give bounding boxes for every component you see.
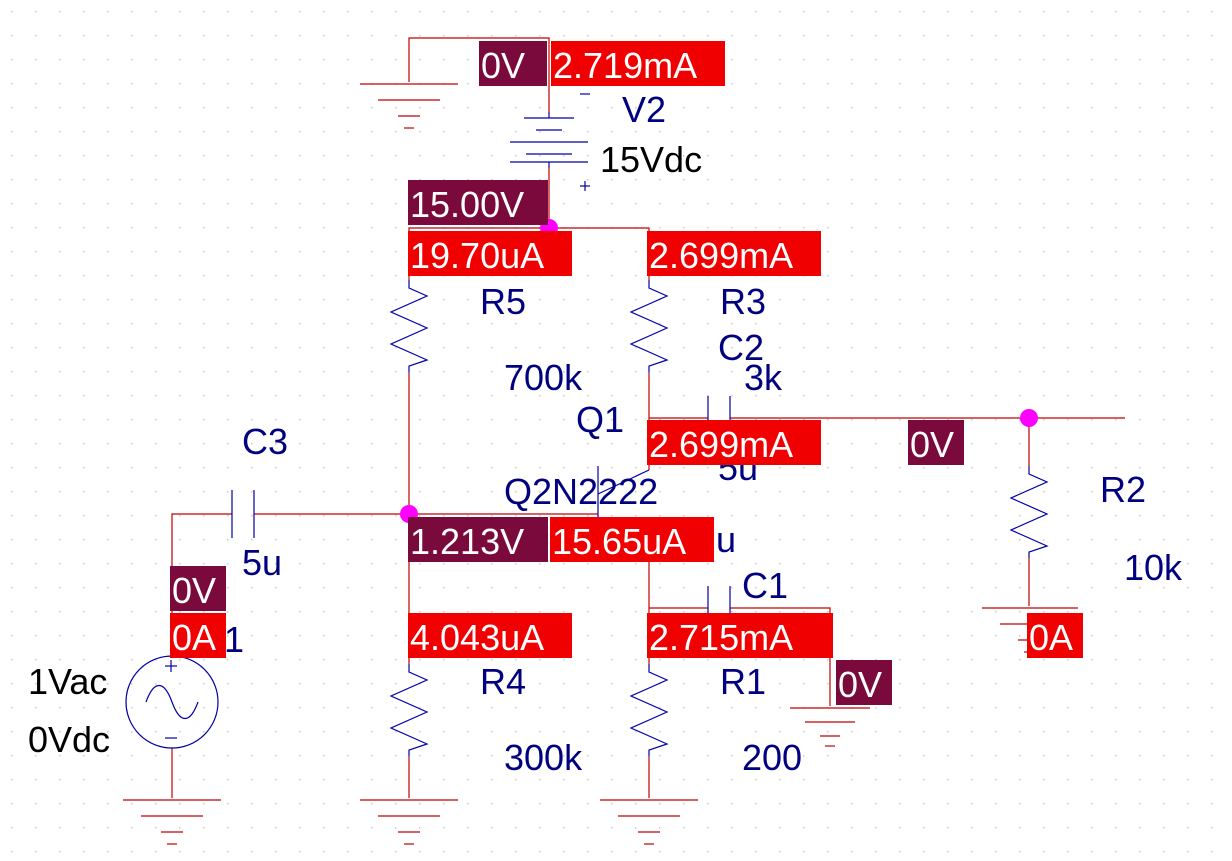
label-r4-value: 300k [504, 737, 583, 778]
label-v1-ac: 1Vac [28, 661, 107, 702]
label-v1-dc: 0Vdc [28, 719, 110, 760]
wire-c1-ground[interactable] [730, 607, 831, 706]
probe-v-c1-ground-text: 0V [838, 664, 882, 705]
capacitor-c3-icon[interactable] [231, 490, 255, 538]
resistor-r5-icon[interactable] [389, 280, 429, 372]
resistor-r4-icon[interactable] [389, 664, 429, 756]
ground-c1-icon [790, 707, 870, 747]
probe-v-source-text: 0V [172, 570, 216, 611]
ground-r4-icon [360, 799, 458, 845]
probe-v-supply-text: 15.00V [410, 184, 524, 225]
probe-v-base[interactable]: 1.213V [408, 517, 548, 562]
probe-i-base[interactable]: 15.65uA [550, 517, 714, 562]
probe-i-r4[interactable]: 4.043uA [408, 613, 572, 658]
battery-v2-icon[interactable] [510, 93, 590, 191]
probe-v-supply[interactable]: 15.00V [408, 180, 548, 225]
label-r4-name: R4 [480, 661, 526, 702]
probe-i-source-text: 0A [172, 617, 216, 658]
label-c2-name: C2 [718, 327, 764, 368]
probe-i-collector-text: 2.699mA [649, 424, 793, 465]
probe-i-collector[interactable]: 2.699mA [647, 420, 821, 465]
label-r2-value: 10k [1124, 547, 1183, 588]
probe-i-r2-text: 0A [1029, 617, 1073, 658]
label-v2-value: 15Vdc [600, 139, 702, 180]
ground-top-icon [360, 83, 458, 129]
label-r2-name: R2 [1100, 469, 1146, 510]
probe-i-base-text: 15.65uA [552, 521, 686, 562]
label-c1-name: C1 [742, 565, 788, 606]
label-v2-name: V2 [622, 89, 666, 130]
probe-v-output[interactable]: 0V [908, 420, 964, 465]
label-r5-value: 700k [504, 357, 583, 398]
wire-top-ground[interactable] [408, 37, 550, 112]
label-r5-name: R5 [480, 281, 526, 322]
label-v1-ref: 1 [224, 619, 244, 660]
probe-i-r5-text: 19.70uA [410, 235, 544, 276]
probe-v-c1-ground[interactable]: 0V [836, 660, 892, 705]
probe-i-emitter-text: 2.715mA [649, 617, 793, 658]
probe-i-emitter[interactable]: 2.715mA [647, 613, 833, 658]
probe-i-r3-text: 2.699mA [649, 235, 793, 276]
resistor-r1-icon[interactable] [629, 664, 669, 756]
ground-source-icon [123, 799, 221, 845]
label-q1-name: Q1 [576, 399, 624, 440]
resistor-r2-icon[interactable] [1009, 466, 1049, 558]
probe-i-r5[interactable]: 19.70uA [408, 231, 572, 276]
probe-v-output-text: 0V [910, 424, 954, 465]
probe-v-top-ground[interactable]: 0V [479, 41, 547, 86]
label-r1-value: 200 [742, 737, 802, 778]
probe-v-base-text: 1.213V [410, 521, 524, 562]
probe-i-r4-text: 4.043uA [410, 617, 544, 658]
label-q1-model: Q2N2222 [504, 471, 658, 512]
resistor-r3-icon[interactable] [629, 280, 669, 372]
probe-i-source[interactable]: 0A [170, 613, 226, 658]
probe-i-r2[interactable]: 0A [1027, 613, 1083, 658]
probe-v-top-ground-text: 0V [481, 45, 525, 86]
ground-r1-icon [600, 799, 698, 845]
label-c1-value: u [716, 519, 736, 560]
junction-dot-output [1020, 409, 1038, 427]
label-c3-value: 5u [242, 542, 282, 583]
probe-i-r3[interactable]: 2.699mA [647, 231, 821, 276]
label-r3-value: 3k [744, 357, 783, 398]
label-c3-name: C3 [242, 421, 288, 462]
label-r3-name: R3 [720, 281, 766, 322]
probe-v-source[interactable]: 0V [170, 566, 226, 611]
label-r1-name: R1 [720, 661, 766, 702]
probe-i-v2[interactable]: 2.719mA [551, 41, 725, 86]
probe-i-v2-text: 2.719mA [553, 45, 697, 86]
